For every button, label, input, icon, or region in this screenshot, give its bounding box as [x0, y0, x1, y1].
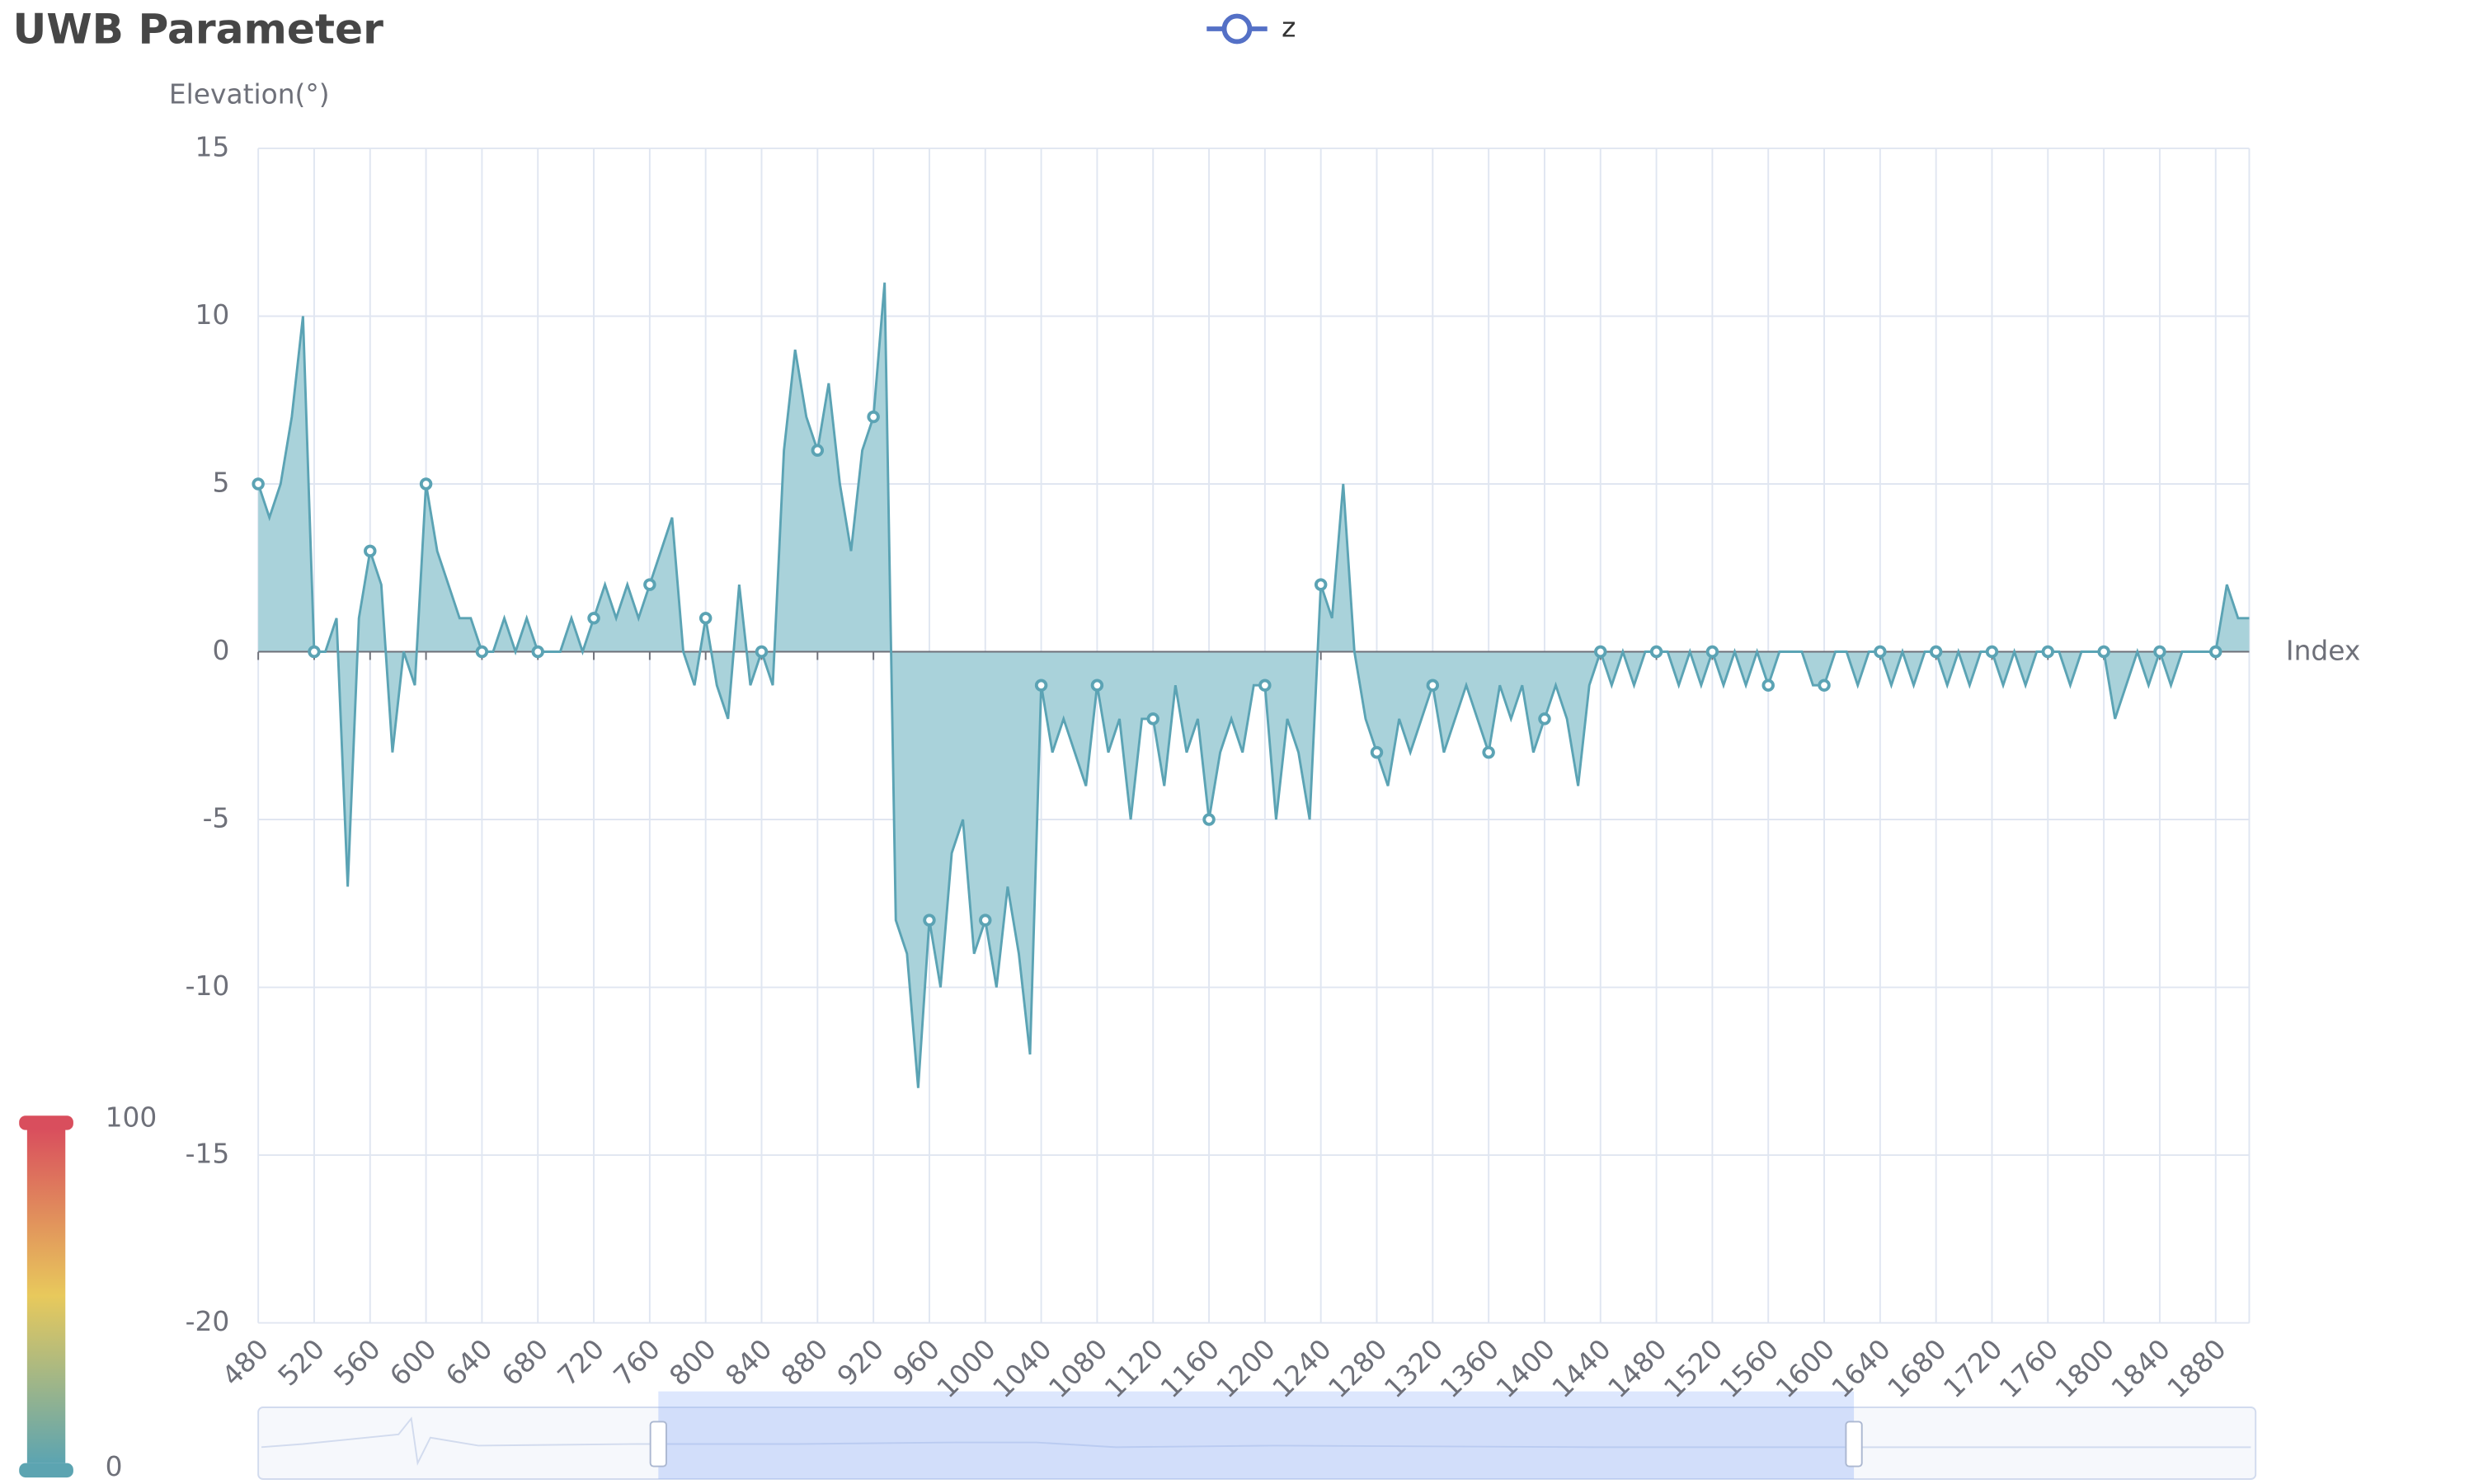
x-tick-label: 560: [327, 1332, 387, 1392]
point: [475, 645, 489, 659]
legend-label[interactable]: z: [1282, 11, 1296, 43]
zoom-bar[interactable]: [658, 1391, 1855, 1408]
point: [979, 913, 992, 927]
point: [2097, 645, 2110, 659]
zoom-window[interactable]: [658, 1407, 1855, 1480]
x-tick-label: 1720: [1937, 1332, 2009, 1404]
point: [1538, 712, 1551, 726]
x-tick-label: 920: [830, 1332, 890, 1392]
zoom-handle[interactable]: [649, 1421, 667, 1468]
point: [867, 410, 880, 424]
point: [1761, 679, 1775, 692]
visual-map-min: 0: [106, 1450, 123, 1482]
point: [1146, 712, 1159, 726]
x-tick-label: 680: [495, 1332, 554, 1392]
y-tick-label: -15: [186, 1138, 230, 1170]
point: [1426, 679, 1440, 692]
visual-map-max-handle[interactable]: [19, 1115, 73, 1130]
visual-map-max: 100: [106, 1101, 158, 1134]
point: [1258, 679, 1272, 692]
point: [2041, 645, 2055, 659]
x-tick-label: 480: [215, 1332, 275, 1392]
point: [923, 913, 936, 927]
point: [252, 477, 265, 491]
y-tick-label: 0: [212, 634, 229, 666]
y-tick-label: -20: [186, 1305, 230, 1337]
point: [1985, 645, 1999, 659]
point: [1314, 578, 1328, 591]
point: [698, 612, 713, 625]
point: [811, 444, 825, 458]
point: [1874, 645, 1887, 659]
line: [256, 282, 2250, 1088]
chart-title: UWB Parameter: [12, 4, 383, 53]
x-tick-label: 1880: [2161, 1332, 2232, 1404]
point: [1818, 679, 1831, 692]
data-zoom[interactable]: [257, 1391, 2257, 1480]
point: [1649, 645, 1663, 659]
y-axis-label: Elevation(°): [169, 78, 330, 110]
x-tick-label: 640: [440, 1332, 499, 1392]
point: [1034, 679, 1048, 692]
zoom-handle[interactable]: [1845, 1421, 1863, 1468]
point: [755, 645, 769, 659]
x-tick-label: 840: [719, 1332, 778, 1392]
x-tick-label: 1760: [1993, 1332, 2065, 1404]
legend[interactable]: z: [1206, 11, 1296, 45]
point: [419, 477, 433, 491]
x-tick-label: 800: [663, 1332, 722, 1392]
y-tick-label: -5: [203, 802, 230, 834]
point: [308, 645, 321, 659]
x-tick-label: 600: [383, 1332, 443, 1392]
x-tick-label: 520: [271, 1332, 331, 1392]
point: [1090, 679, 1104, 692]
point: [1705, 645, 1719, 659]
visual-map-bar: [26, 1128, 66, 1463]
point: [1594, 645, 1607, 659]
x-axis-label: Index: [2286, 634, 2360, 666]
point: [2153, 645, 2166, 659]
y-tick-label: 5: [212, 466, 229, 498]
point: [531, 645, 544, 659]
x-tick-label: 880: [775, 1332, 835, 1392]
x-tick-label: 760: [607, 1332, 666, 1392]
y-tick-label: 15: [195, 130, 230, 162]
legend-symbol: [1221, 13, 1253, 45]
point: [1370, 745, 1384, 759]
point: [364, 544, 377, 558]
x-tick-label: 1680: [1881, 1332, 1953, 1404]
point: [587, 612, 600, 625]
point: [1482, 745, 1495, 759]
x-tick-label: 1800: [2049, 1332, 2121, 1404]
y-tick-label: -10: [186, 970, 230, 1002]
x-tick-label: 720: [551, 1332, 610, 1392]
visual-map-min-handle[interactable]: [19, 1463, 73, 1478]
point: [643, 578, 656, 591]
zoom-track: [257, 1407, 2257, 1480]
x-tick-label: 1840: [2105, 1332, 2176, 1404]
y-tick-label: 10: [195, 298, 230, 331]
zoom-preview: [261, 1416, 2251, 1466]
point: [1202, 813, 1216, 826]
point: [2209, 645, 2222, 659]
point: [1929, 645, 1943, 659]
